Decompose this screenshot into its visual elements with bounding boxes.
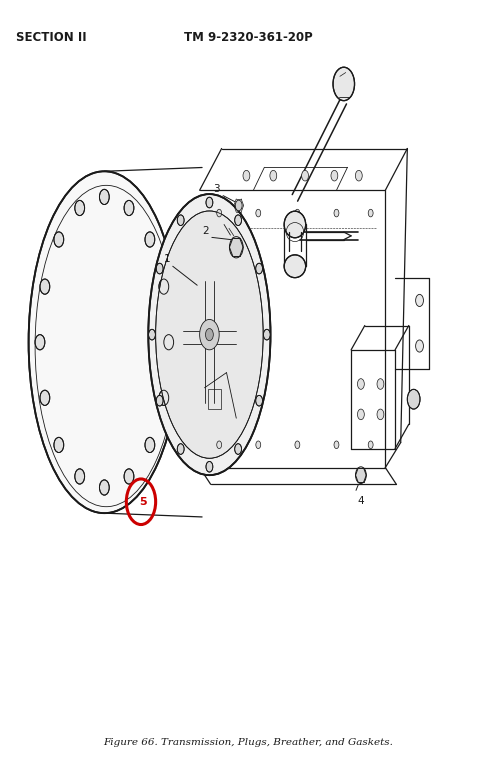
Circle shape: [295, 441, 300, 449]
Circle shape: [357, 379, 364, 389]
Circle shape: [145, 232, 155, 247]
Ellipse shape: [284, 211, 306, 238]
Circle shape: [270, 170, 277, 181]
Circle shape: [217, 209, 222, 217]
Circle shape: [177, 444, 184, 455]
Circle shape: [124, 468, 134, 484]
Circle shape: [256, 263, 262, 274]
Circle shape: [54, 437, 64, 452]
Text: TM 9-2320-361-20P: TM 9-2320-361-20P: [184, 31, 313, 44]
Circle shape: [99, 190, 109, 204]
Circle shape: [124, 200, 134, 216]
Circle shape: [368, 441, 373, 449]
Text: SECTION II: SECTION II: [16, 31, 87, 44]
Ellipse shape: [29, 171, 180, 513]
Text: 5: 5: [140, 497, 147, 507]
Circle shape: [156, 396, 163, 406]
Circle shape: [156, 263, 163, 274]
Circle shape: [377, 379, 384, 389]
Text: 4: 4: [357, 496, 364, 506]
Text: 2: 2: [202, 226, 208, 236]
Circle shape: [302, 170, 309, 181]
Circle shape: [243, 170, 250, 181]
Circle shape: [206, 462, 213, 472]
Text: 3: 3: [214, 184, 220, 194]
Circle shape: [159, 279, 168, 294]
Circle shape: [35, 335, 45, 349]
Circle shape: [177, 215, 184, 226]
Ellipse shape: [156, 211, 263, 458]
Circle shape: [334, 441, 339, 449]
Circle shape: [164, 335, 173, 349]
Circle shape: [75, 468, 84, 484]
Circle shape: [145, 437, 155, 452]
Circle shape: [235, 215, 242, 226]
Circle shape: [206, 197, 213, 208]
Ellipse shape: [148, 194, 270, 475]
Circle shape: [149, 329, 156, 340]
Circle shape: [415, 340, 423, 352]
Circle shape: [230, 237, 243, 258]
Circle shape: [377, 409, 384, 419]
Circle shape: [355, 170, 362, 181]
Circle shape: [40, 390, 50, 406]
Circle shape: [54, 232, 64, 247]
Circle shape: [217, 441, 222, 449]
Circle shape: [256, 209, 261, 217]
Circle shape: [200, 319, 219, 349]
Circle shape: [408, 389, 420, 409]
Text: Figure 66. Transmission, Plugs, Breather, and Gaskets.: Figure 66. Transmission, Plugs, Breather…: [103, 738, 394, 747]
Circle shape: [355, 467, 366, 484]
Text: 1: 1: [164, 254, 170, 264]
Circle shape: [235, 444, 242, 455]
Circle shape: [256, 441, 261, 449]
Circle shape: [331, 170, 338, 181]
Circle shape: [263, 329, 270, 340]
Circle shape: [368, 209, 373, 217]
Circle shape: [334, 209, 339, 217]
Ellipse shape: [284, 255, 306, 278]
Circle shape: [357, 409, 364, 419]
Circle shape: [159, 390, 168, 406]
Circle shape: [99, 480, 109, 495]
Circle shape: [256, 396, 262, 406]
Circle shape: [75, 200, 84, 216]
Circle shape: [295, 209, 300, 217]
Circle shape: [235, 200, 242, 210]
Circle shape: [40, 279, 50, 294]
Circle shape: [333, 68, 354, 101]
Circle shape: [205, 329, 213, 341]
Circle shape: [415, 294, 423, 306]
